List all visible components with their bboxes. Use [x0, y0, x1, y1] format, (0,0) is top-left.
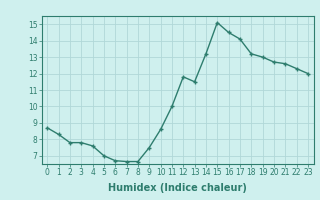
X-axis label: Humidex (Indice chaleur): Humidex (Indice chaleur): [108, 183, 247, 193]
